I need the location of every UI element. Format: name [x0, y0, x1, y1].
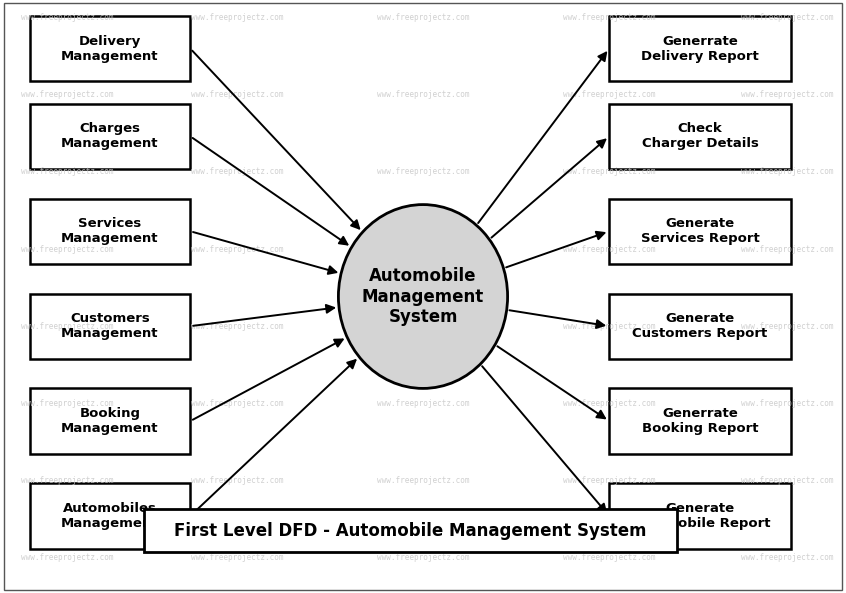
- Text: www.freeprojectz.com: www.freeprojectz.com: [740, 90, 833, 100]
- Text: www.freeprojectz.com: www.freeprojectz.com: [563, 398, 656, 408]
- Text: www.freeprojectz.com: www.freeprojectz.com: [21, 398, 114, 408]
- Text: www.freeprojectz.com: www.freeprojectz.com: [21, 553, 114, 562]
- Text: www.freeprojectz.com: www.freeprojectz.com: [190, 398, 283, 408]
- Text: www.freeprojectz.com: www.freeprojectz.com: [740, 398, 833, 408]
- Text: www.freeprojectz.com: www.freeprojectz.com: [21, 13, 114, 23]
- Text: www.freeprojectz.com: www.freeprojectz.com: [740, 13, 833, 23]
- Bar: [609, 388, 791, 454]
- Text: www.freeprojectz.com: www.freeprojectz.com: [190, 244, 283, 254]
- Text: www.freeprojectz.com: www.freeprojectz.com: [376, 244, 470, 254]
- Bar: [609, 104, 791, 169]
- Bar: [609, 483, 791, 549]
- Text: Automobiles
Management: Automobiles Management: [61, 502, 159, 530]
- Bar: [30, 16, 190, 81]
- Text: www.freeprojectz.com: www.freeprojectz.com: [190, 90, 283, 100]
- Bar: [30, 388, 190, 454]
- Ellipse shape: [338, 205, 508, 388]
- Text: www.freeprojectz.com: www.freeprojectz.com: [740, 553, 833, 562]
- Text: Automobile
Management
System: Automobile Management System: [362, 267, 484, 326]
- Bar: [609, 16, 791, 81]
- Text: www.freeprojectz.com: www.freeprojectz.com: [740, 476, 833, 485]
- Text: Generrate
Delivery Report: Generrate Delivery Report: [641, 34, 759, 63]
- Text: www.freeprojectz.com: www.freeprojectz.com: [376, 321, 470, 331]
- Text: www.freeprojectz.com: www.freeprojectz.com: [563, 553, 656, 562]
- Text: www.freeprojectz.com: www.freeprojectz.com: [563, 167, 656, 177]
- Text: Generate
Automobile Report: Generate Automobile Report: [629, 502, 771, 530]
- Text: www.freeprojectz.com: www.freeprojectz.com: [376, 398, 470, 408]
- Text: www.freeprojectz.com: www.freeprojectz.com: [376, 13, 470, 23]
- Text: www.freeprojectz.com: www.freeprojectz.com: [563, 90, 656, 100]
- Bar: [30, 104, 190, 169]
- Bar: [609, 199, 791, 264]
- Text: www.freeprojectz.com: www.freeprojectz.com: [21, 321, 114, 331]
- Text: www.freeprojectz.com: www.freeprojectz.com: [740, 244, 833, 254]
- Text: www.freeprojectz.com: www.freeprojectz.com: [376, 476, 470, 485]
- Text: Generate
Services Report: Generate Services Report: [640, 217, 760, 246]
- Text: www.freeprojectz.com: www.freeprojectz.com: [190, 13, 283, 23]
- Text: www.freeprojectz.com: www.freeprojectz.com: [190, 553, 283, 562]
- Text: Customers
Management: Customers Management: [61, 312, 159, 340]
- Text: Services
Management: Services Management: [61, 217, 159, 246]
- Text: www.freeprojectz.com: www.freeprojectz.com: [563, 476, 656, 485]
- Text: www.freeprojectz.com: www.freeprojectz.com: [190, 321, 283, 331]
- Text: Check
Charger Details: Check Charger Details: [641, 122, 759, 151]
- Text: Delivery
Management: Delivery Management: [61, 34, 159, 63]
- Text: www.freeprojectz.com: www.freeprojectz.com: [563, 13, 656, 23]
- Text: Booking
Management: Booking Management: [61, 407, 159, 435]
- Text: www.freeprojectz.com: www.freeprojectz.com: [21, 90, 114, 100]
- Text: www.freeprojectz.com: www.freeprojectz.com: [21, 167, 114, 177]
- Text: www.freeprojectz.com: www.freeprojectz.com: [190, 476, 283, 485]
- Text: Generrate
Booking Report: Generrate Booking Report: [642, 407, 758, 435]
- Text: Charges
Management: Charges Management: [61, 122, 159, 151]
- Bar: [30, 199, 190, 264]
- Text: www.freeprojectz.com: www.freeprojectz.com: [21, 476, 114, 485]
- Text: www.freeprojectz.com: www.freeprojectz.com: [563, 321, 656, 331]
- Text: www.freeprojectz.com: www.freeprojectz.com: [190, 167, 283, 177]
- Text: First Level DFD - Automobile Management System: First Level DFD - Automobile Management …: [174, 522, 646, 540]
- Text: www.freeprojectz.com: www.freeprojectz.com: [740, 167, 833, 177]
- Bar: [30, 294, 190, 359]
- Text: www.freeprojectz.com: www.freeprojectz.com: [563, 244, 656, 254]
- Text: Generate
Customers Report: Generate Customers Report: [633, 312, 767, 340]
- Text: www.freeprojectz.com: www.freeprojectz.com: [21, 244, 114, 254]
- Bar: [609, 294, 791, 359]
- Text: www.freeprojectz.com: www.freeprojectz.com: [376, 167, 470, 177]
- Text: www.freeprojectz.com: www.freeprojectz.com: [740, 321, 833, 331]
- Text: www.freeprojectz.com: www.freeprojectz.com: [376, 553, 470, 562]
- Text: www.freeprojectz.com: www.freeprojectz.com: [376, 90, 470, 100]
- Bar: [30, 483, 190, 549]
- Bar: [144, 509, 677, 552]
